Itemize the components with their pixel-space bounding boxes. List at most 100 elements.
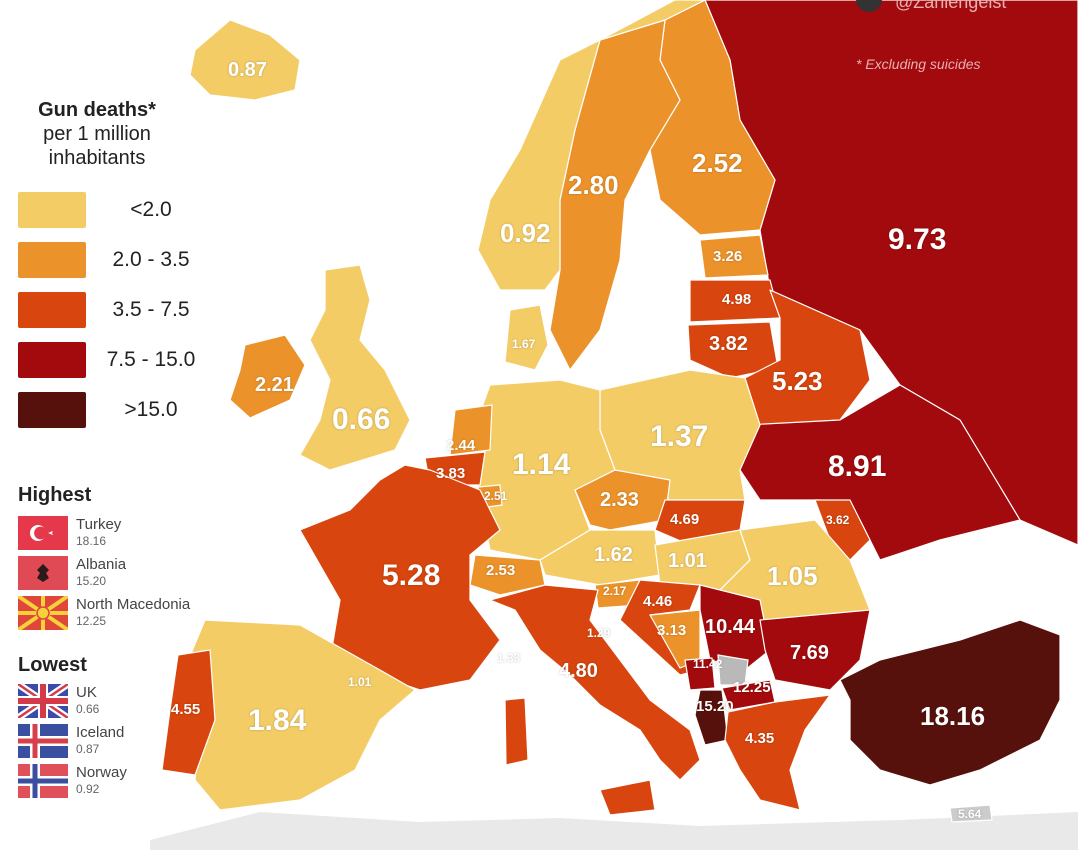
value-label-luxembourg: 2.51 <box>484 489 508 503</box>
region-moldova[interactable] <box>814 499 871 561</box>
value-label-italy: 4.80 <box>559 660 598 682</box>
region-cyprus[interactable] <box>949 804 993 823</box>
lowest-item-uk: UK 0.66 <box>18 684 238 720</box>
value-label-montenegro: 11.42 <box>693 657 723 671</box>
value-label-croatia: 4.46 <box>643 593 673 610</box>
region-switzerland[interactable] <box>469 554 546 596</box>
rank-name: Iceland <box>76 724 125 741</box>
value-label-uk: 0.66 <box>332 403 391 436</box>
value-label-germany: 1.14 <box>512 448 571 481</box>
rank-name: Albania <box>76 556 127 573</box>
value-label-andorra: 1.01 <box>348 675 372 689</box>
region-ireland[interactable] <box>229 334 306 419</box>
region-montenegro[interactable] <box>684 657 716 691</box>
value-label-netherlands: 2.44 <box>446 437 476 454</box>
legend-title-line2: per 1 million <box>43 123 151 145</box>
region-uk[interactable] <box>299 264 411 471</box>
value-label-greece: 4.35 <box>745 730 775 747</box>
footnote: * Excluding suicides <box>856 56 981 72</box>
legend-swatch <box>18 392 86 428</box>
value-label-slovakia: 4.69 <box>670 511 700 528</box>
value-label-russia: 9.73 <box>888 223 947 256</box>
value-label-austria: 1.62 <box>594 544 633 566</box>
rank-value: 0.66 <box>76 702 100 716</box>
legend-bin-label: 7.5 - 15.0 <box>106 348 196 371</box>
value-label-belgium: 3.83 <box>436 465 466 482</box>
legend-swatch <box>18 192 86 228</box>
background-land-africa <box>150 812 1078 850</box>
rank-value: 18.16 <box>76 534 107 548</box>
legend-bin-5: >15.0 <box>12 392 202 442</box>
value-label-ireland: 2.21 <box>255 374 294 396</box>
rank-value: 0.92 <box>76 782 100 796</box>
value-label-san-marino: 1.29 <box>587 626 611 640</box>
region-denmark[interactable] <box>504 304 549 371</box>
legend-bin-label: 2.0 - 3.5 <box>112 248 190 271</box>
region-bulgaria[interactable] <box>759 609 871 691</box>
region-iceland[interactable] <box>189 19 301 101</box>
value-label-turkey: 18.16 <box>920 701 986 731</box>
legend-bin-3: 3.5 - 7.5 <box>12 292 202 342</box>
value-label-romania: 1.05 <box>767 561 818 591</box>
region-norway[interactable] <box>477 0 706 291</box>
region-greece[interactable] <box>724 694 831 811</box>
value-label-spain: 1.84 <box>248 704 307 737</box>
value-label-portugal: 4.55 <box>171 701 201 718</box>
region-portugal[interactable] <box>161 649 216 776</box>
uk-flag-icon <box>18 684 68 718</box>
region-albania[interactable] <box>694 689 729 746</box>
author-handle: @Zahlengeist <box>895 0 1007 12</box>
lowest-heading: Lowest <box>18 654 87 676</box>
north-macedonia-flag-icon <box>18 596 68 630</box>
turkey-flag-icon <box>18 516 68 550</box>
rank-name: Norway <box>76 764 127 781</box>
value-label-moldova: 3.62 <box>826 513 850 527</box>
value-label-lithuania: 3.82 <box>709 333 748 355</box>
legend-title-bold: Gun deaths* <box>38 99 156 121</box>
region-italy-sicily[interactable] <box>599 779 656 816</box>
legend-bin-label: >15.0 <box>124 398 178 421</box>
value-label-ukraine: 8.91 <box>828 450 887 483</box>
region-france[interactable] <box>299 464 501 691</box>
region-ukraine[interactable] <box>739 384 1021 561</box>
legend-title-line3: inhabitants <box>48 147 146 169</box>
region-turkey[interactable] <box>839 619 1061 786</box>
legend-bin-2: 2.0 - 3.5 <box>12 242 202 292</box>
highest-item-albania: Albania 15.20 <box>18 556 238 592</box>
value-label-iceland: 0.87 <box>228 59 267 81</box>
iceland-flag-icon <box>18 724 68 758</box>
legend-bin-label: <2.0 <box>130 198 172 221</box>
highest-item-turkey: Turkey 18.16 <box>18 516 238 552</box>
value-label-sweden: 2.80 <box>568 170 619 200</box>
rank-name: Turkey <box>76 516 122 533</box>
value-label-switzerland: 2.53 <box>486 562 516 579</box>
value-label-france: 5.28 <box>382 559 441 592</box>
value-label-estonia: 3.26 <box>713 248 743 265</box>
value-label-slovenia: 2.17 <box>603 584 627 598</box>
rank-name: UK <box>76 684 97 701</box>
value-label-bulgaria: 7.69 <box>790 642 829 664</box>
author-avatar <box>856 0 882 12</box>
value-label-monaco: 1.33 <box>497 651 521 665</box>
lowest-item-iceland: Iceland 0.87 <box>18 724 238 760</box>
rank-name: North Macedonia <box>76 596 191 613</box>
legend-bin-label: 3.5 - 7.5 <box>112 298 190 321</box>
region-estonia[interactable] <box>699 234 769 279</box>
region-italy-sardinia[interactable] <box>504 697 529 766</box>
legend: Gun deaths* per 1 million inhabitants <2… <box>12 98 202 442</box>
value-label-latvia: 4.98 <box>722 291 752 308</box>
highest-heading: Highest <box>18 484 92 506</box>
legend-bin-1: <2.0 <box>12 192 202 242</box>
region-netherlands[interactable] <box>449 404 493 456</box>
value-label-norway: 0.92 <box>500 218 551 248</box>
value-label-serbia: 10.44 <box>705 616 756 638</box>
value-label-czechia: 2.33 <box>600 489 639 511</box>
region-italy[interactable] <box>489 584 701 781</box>
value-label-hungary: 1.01 <box>668 550 707 572</box>
legend-swatch <box>18 292 86 328</box>
legend-bin-4: 7.5 - 15.0 <box>12 342 202 392</box>
rank-value: 12.25 <box>76 614 107 628</box>
rank-value: 0.87 <box>76 742 100 756</box>
